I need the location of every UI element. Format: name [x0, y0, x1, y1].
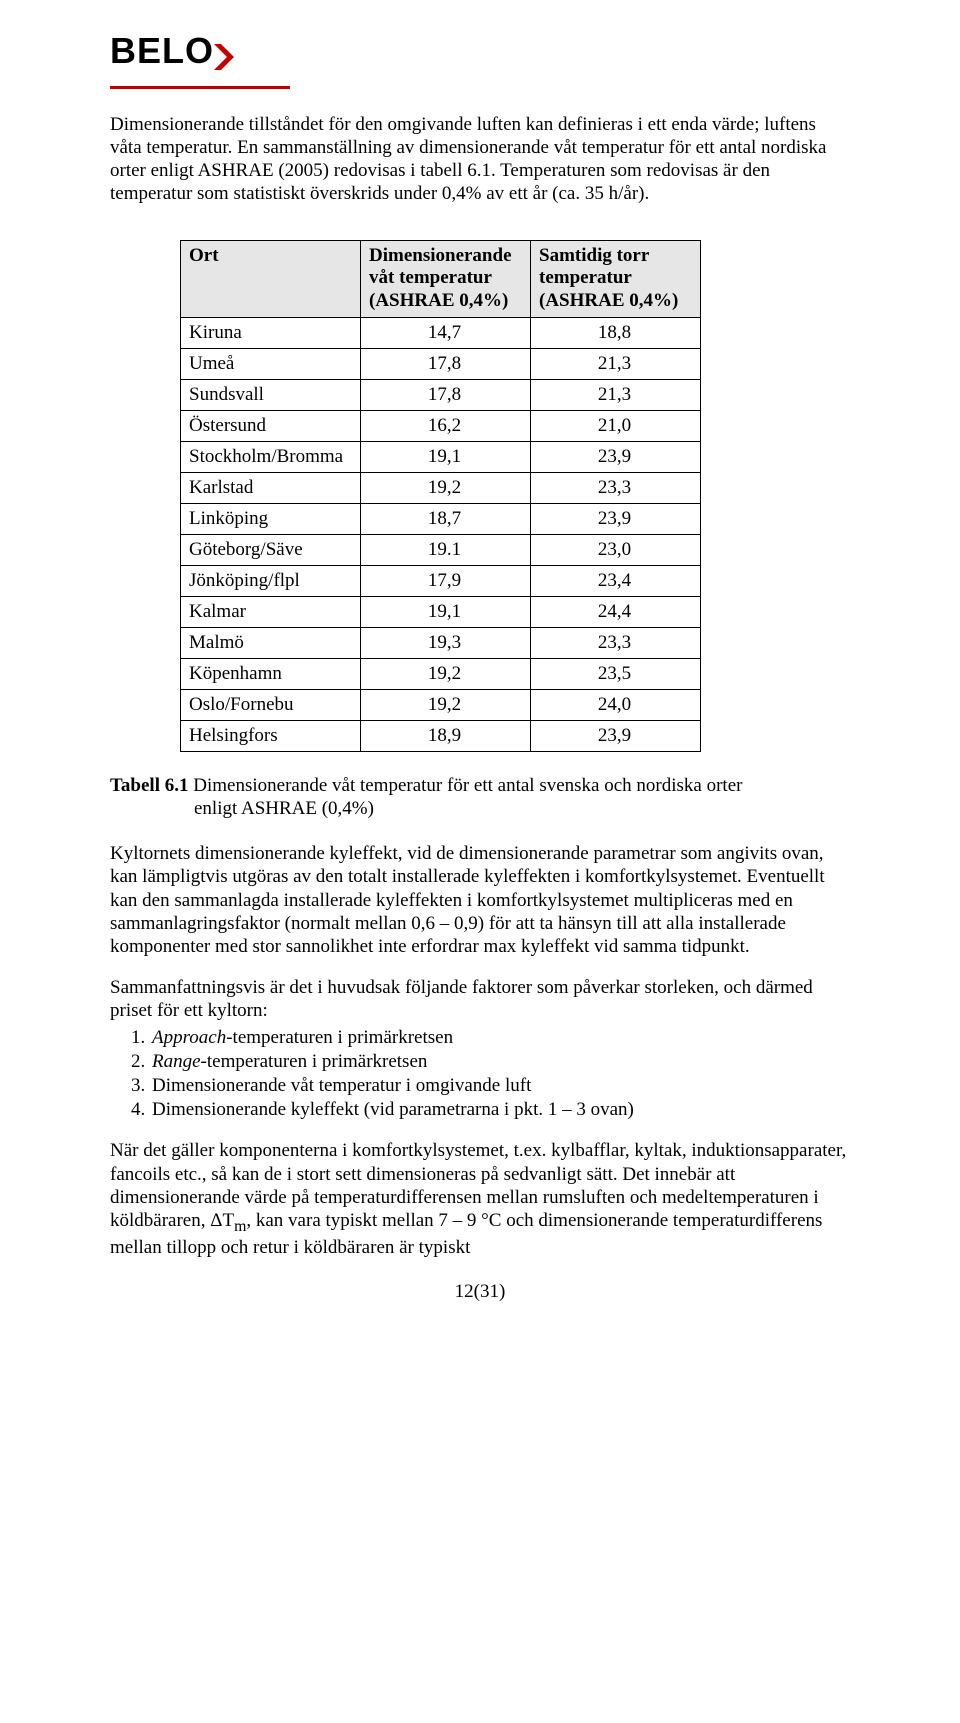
cell-b: 24,0 — [531, 689, 701, 720]
table-row: Helsingfors18,923,9 — [181, 720, 701, 751]
cell-city: Köpenhamn — [181, 658, 361, 689]
cell-b: 21,0 — [531, 410, 701, 441]
logo-text: BELO — [110, 30, 214, 72]
cell-b: 23,9 — [531, 441, 701, 472]
table-row: Kiruna14,718,8 — [181, 317, 701, 348]
factor-item: Range-temperaturen i primärkretsen — [150, 1050, 850, 1074]
header-wet-temp: Dimensionerande våt temperatur (ASHRAE 0… — [361, 240, 531, 317]
cell-a: 17,8 — [361, 379, 531, 410]
paragraph-kyleffekt: Kyltornets dimensionerande kyleffekt, vi… — [110, 842, 850, 958]
cell-a: 19,1 — [361, 441, 531, 472]
table-row: Kalmar19,124,4 — [181, 596, 701, 627]
header-ort: Ort — [181, 240, 361, 317]
table-caption: Tabell 6.1 Dimensionerande våt temperatu… — [110, 774, 850, 820]
table-header-row: Ort Dimensionerande våt temperatur (ASHR… — [181, 240, 701, 317]
cell-a: 18,7 — [361, 503, 531, 534]
table-row: Stockholm/Bromma19,123,9 — [181, 441, 701, 472]
cell-b: 23,3 — [531, 627, 701, 658]
table-wrap: Ort Dimensionerande våt temperatur (ASHR… — [180, 240, 850, 752]
table-body: Kiruna14,718,8 Umeå17,821,3 Sundsvall17,… — [181, 317, 701, 751]
cell-b: 21,3 — [531, 348, 701, 379]
cell-b: 23,9 — [531, 720, 701, 751]
table-row: Linköping18,723,9 — [181, 503, 701, 534]
cell-city: Linköping — [181, 503, 361, 534]
cell-city: Östersund — [181, 410, 361, 441]
cell-a: 19,2 — [361, 658, 531, 689]
table-row: Karlstad19,223,3 — [181, 472, 701, 503]
table-row: Göteborg/Säve19.123,0 — [181, 534, 701, 565]
cell-b: 18,8 — [531, 317, 701, 348]
cell-city: Umeå — [181, 348, 361, 379]
table-row: Sundsvall17,821,3 — [181, 379, 701, 410]
logo: BELO — [110, 30, 850, 78]
cell-a: 19,3 — [361, 627, 531, 658]
cell-city: Kalmar — [181, 596, 361, 627]
factor-text: -temperaturen i primärkretsen — [201, 1051, 428, 1072]
factor-italic: Range — [152, 1051, 201, 1072]
cell-a: 14,7 — [361, 317, 531, 348]
cell-a: 18,9 — [361, 720, 531, 751]
cell-city: Göteborg/Säve — [181, 534, 361, 565]
cell-city: Jönköping/flpl — [181, 565, 361, 596]
factor-text: Dimensionerande kyleffekt (vid parametra… — [152, 1099, 634, 1120]
table-row: Östersund16,221,0 — [181, 410, 701, 441]
cell-a: 19,2 — [361, 689, 531, 720]
ashrae-table: Ort Dimensionerande våt temperatur (ASHR… — [180, 240, 701, 752]
cell-a: 19,2 — [361, 472, 531, 503]
cell-a: 17,9 — [361, 565, 531, 596]
cell-city: Malmö — [181, 627, 361, 658]
factor-text: -temperaturen i primärkretsen — [226, 1027, 453, 1048]
caption-text-b: enligt ASHRAE (0,4%) — [194, 797, 850, 820]
factor-item: Dimensionerande våt temperatur i omgivan… — [150, 1074, 850, 1098]
paragraph-intro: Dimensionerande tillståndet för den omgi… — [110, 113, 850, 206]
cell-b: 23,5 — [531, 658, 701, 689]
factor-italic: Approach — [152, 1027, 226, 1048]
factors-list: Approach-temperaturen i primärkretsen Ra… — [122, 1026, 850, 1121]
cell-city: Helsingfors — [181, 720, 361, 751]
cell-b: 23,4 — [531, 565, 701, 596]
factor-item: Approach-temperaturen i primärkretsen — [150, 1026, 850, 1050]
logo-arrow-icon — [212, 41, 242, 78]
table-row: Malmö19,323,3 — [181, 627, 701, 658]
table-row: Köpenhamn19,223,5 — [181, 658, 701, 689]
cell-a: 19.1 — [361, 534, 531, 565]
caption-label: Tabell 6.1 — [110, 775, 189, 796]
cell-a: 19,1 — [361, 596, 531, 627]
cell-b: 23,3 — [531, 472, 701, 503]
caption-text-a: Dimensionerande våt temperatur för ett a… — [189, 775, 743, 796]
cell-b: 21,3 — [531, 379, 701, 410]
cell-city: Oslo/Fornebu — [181, 689, 361, 720]
page-container: BELO Dimensionerande tillståndet för den… — [0, 0, 960, 1333]
cell-city: Sundsvall — [181, 379, 361, 410]
header-dry-temp: Samtidig torr temperatur (ASHRAE 0,4%) — [531, 240, 701, 317]
cell-b: 24,4 — [531, 596, 701, 627]
table-row: Oslo/Fornebu19,224,0 — [181, 689, 701, 720]
cell-city: Kiruna — [181, 317, 361, 348]
logo-underline — [110, 86, 290, 89]
cell-city: Karlstad — [181, 472, 361, 503]
cell-city: Stockholm/Bromma — [181, 441, 361, 472]
p4-subscript: m — [234, 1218, 246, 1235]
table-row: Umeå17,821,3 — [181, 348, 701, 379]
cell-a: 16,2 — [361, 410, 531, 441]
factor-item: Dimensionerande kyleffekt (vid parametra… — [150, 1098, 850, 1122]
cell-b: 23,9 — [531, 503, 701, 534]
paragraph-komponenter: När det gäller komponenterna i komfortky… — [110, 1139, 850, 1259]
table-row: Jönköping/flpl17,923,4 — [181, 565, 701, 596]
cell-b: 23,0 — [531, 534, 701, 565]
factor-text: Dimensionerande våt temperatur i omgivan… — [152, 1075, 531, 1096]
cell-a: 17,8 — [361, 348, 531, 379]
page-number: 12(31) — [110, 1281, 850, 1303]
paragraph-factors-intro: Sammanfattningsvis är det i huvudsak föl… — [110, 976, 850, 1022]
